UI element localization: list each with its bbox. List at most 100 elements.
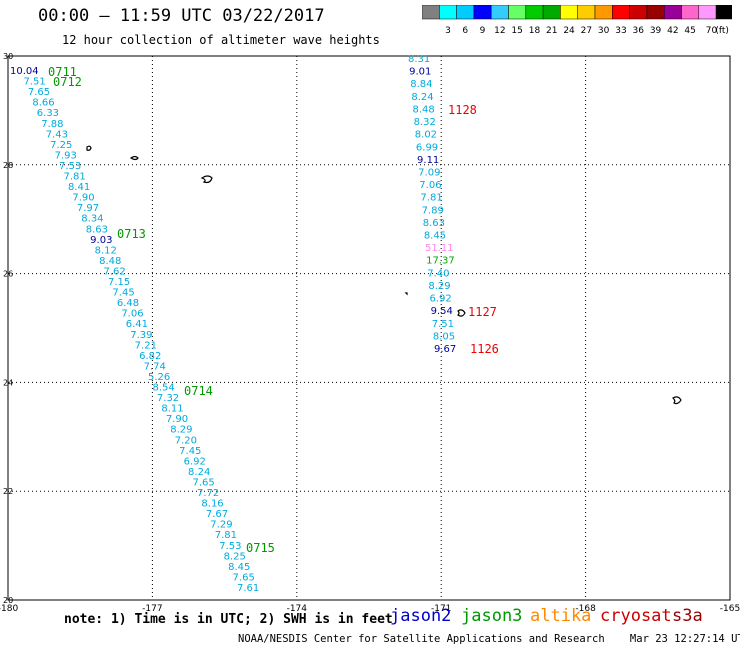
pass-number-label: 0714	[184, 384, 213, 398]
wave-height-label: 8.45	[228, 562, 250, 573]
page-title: 00:00 – 11:59 UTC 03/22/2017	[38, 6, 325, 26]
wave-height-label: 7.65	[28, 87, 50, 98]
lat-tick-label: 24	[3, 378, 13, 387]
legend-tick-label: 15	[511, 26, 522, 36]
wave-height-label: 8.02	[415, 130, 437, 141]
wave-height-label: 7.74	[144, 361, 166, 372]
legend-tick-label: 21	[546, 26, 557, 36]
island-outline	[672, 396, 682, 405]
wave-height-label: 8.63	[423, 218, 445, 229]
wave-height-label: 8.29	[428, 281, 450, 292]
satellite-altika: altika	[530, 606, 592, 626]
legend-tick-label: 24	[563, 26, 575, 36]
wave-height-label: 8.24	[188, 467, 210, 478]
wave-height-label: 7.21	[135, 340, 157, 351]
wave-height-label: 8.25	[224, 551, 246, 562]
pass-number-label: 1127	[468, 305, 497, 319]
wave-height-label: 8.31	[408, 54, 430, 65]
legend-tick-label: 70	[706, 26, 718, 36]
wave-height-label: 7.25	[50, 140, 72, 151]
pass-number-label: 0712	[53, 75, 82, 89]
legend-tick-label: 9	[480, 26, 486, 36]
wave-height-label: 9.11	[417, 155, 439, 166]
lon-tick-label: -174	[287, 604, 308, 614]
lat-tick-label: 30	[3, 52, 13, 61]
wave-height-label: 6.82	[139, 351, 161, 362]
lat-tick-label: 28	[3, 161, 13, 170]
wave-height-label: 7.62	[104, 266, 126, 277]
legend-swatch	[715, 5, 732, 20]
wave-height-label: 7.61	[237, 583, 259, 594]
legend-tick-label: 18	[529, 26, 541, 36]
lat-tick-label: 26	[3, 270, 13, 279]
satellite-s3a: s3a	[672, 606, 703, 626]
legend-tick-label: 30	[598, 26, 610, 36]
wave-height-label: 51.11	[425, 243, 454, 254]
wave-height-label: 6.99	[416, 142, 438, 153]
lat-tick-label: 20	[3, 596, 13, 605]
legend-tick-label: 33	[615, 26, 626, 36]
wave-height-label: 7.97	[77, 203, 99, 214]
legend-tick-label: 27	[581, 26, 592, 36]
page-subtitle: 12 hour collection of altimeter wave hei…	[62, 33, 380, 47]
wave-height-label: 7.51	[432, 319, 454, 330]
island-outline	[200, 175, 213, 184]
legend-tick-label: 12	[494, 26, 505, 36]
wave-height-label: 6.48	[117, 298, 139, 309]
wave-height-label: 8.48	[413, 104, 435, 115]
wave-height-label: 7.09	[418, 167, 440, 178]
legend-tick-label: 36	[633, 26, 645, 36]
pass-number-label: 1128	[448, 103, 477, 117]
note-text: note: 1) Time is in UTC; 2) SWH is in fe…	[64, 612, 393, 627]
wave-height-label: 7.53	[219, 541, 241, 552]
wave-height-label: 7.20	[175, 435, 197, 446]
wave-height-label: 7.15	[108, 277, 130, 288]
satellite-jason3: jason3	[461, 606, 523, 626]
pass-number-label: 0711	[48, 65, 77, 79]
wave-height-label: 8.63	[86, 224, 108, 235]
wave-height-label: 8.45	[424, 231, 446, 242]
wave-height-label: 6.92	[429, 294, 451, 305]
island-outline	[404, 292, 408, 296]
wave-height-label: 9.01	[409, 67, 431, 78]
island-outline	[129, 155, 139, 161]
wave-height-label: 7.72	[197, 488, 219, 499]
wave-height-label: 8.48	[99, 256, 121, 267]
wave-height-label: 7.67	[206, 509, 228, 520]
footer-credit: NOAA/NESDIS Center for Satellite Applica…	[238, 633, 740, 645]
wave-height-label: 7.93	[55, 150, 77, 161]
lon-tick-label: -171	[431, 604, 451, 614]
color-scale-legend: 3 6 9 12 15 18 21 24 27 30 33 36 39 42 45 70(ft)	[422, 5, 732, 36]
wave-height-label: 9.67	[434, 344, 456, 355]
wave-height-label: 7.40	[427, 268, 449, 279]
island-outline	[457, 309, 466, 317]
lon-tick-label: -180	[0, 604, 18, 614]
legend-tick-label: 42	[667, 26, 678, 36]
wave-height-label: 6.33	[37, 108, 59, 119]
wave-height-label: 5.26	[148, 372, 170, 383]
wave-height-label: 8.34	[81, 214, 103, 225]
pass-number-label: 0715	[246, 541, 275, 555]
pass-number-label: 1126	[470, 342, 499, 356]
wave-height-label: 7.88	[41, 119, 63, 130]
lon-tick-label: -177	[142, 604, 162, 614]
wave-height-label: 17.37	[426, 256, 455, 267]
wave-height-label: 8.41	[68, 182, 90, 193]
wave-height-label: 7.45	[112, 288, 134, 299]
island-outline	[86, 145, 92, 151]
wave-height-label: 6.92	[184, 456, 206, 467]
wave-height-label: 10.04	[10, 66, 39, 77]
wave-height-label: 7.81	[215, 530, 237, 541]
wave-height-label: 7.81	[420, 193, 442, 204]
wave-height-label: 8.12	[95, 245, 117, 256]
wave-height-label: 9.03	[90, 235, 112, 246]
wave-height-label: 7.39	[130, 330, 152, 341]
wave-height-label: 7.90	[72, 193, 94, 204]
wave-height-label: 8.29	[170, 425, 192, 436]
wave-height-label: 7.51	[23, 77, 45, 88]
wave-height-label: 8.54	[152, 383, 174, 394]
wave-height-label: 6.41	[126, 319, 148, 330]
wave-height-label: 8.11	[161, 404, 183, 415]
wave-height-label: 7.45	[179, 446, 201, 457]
